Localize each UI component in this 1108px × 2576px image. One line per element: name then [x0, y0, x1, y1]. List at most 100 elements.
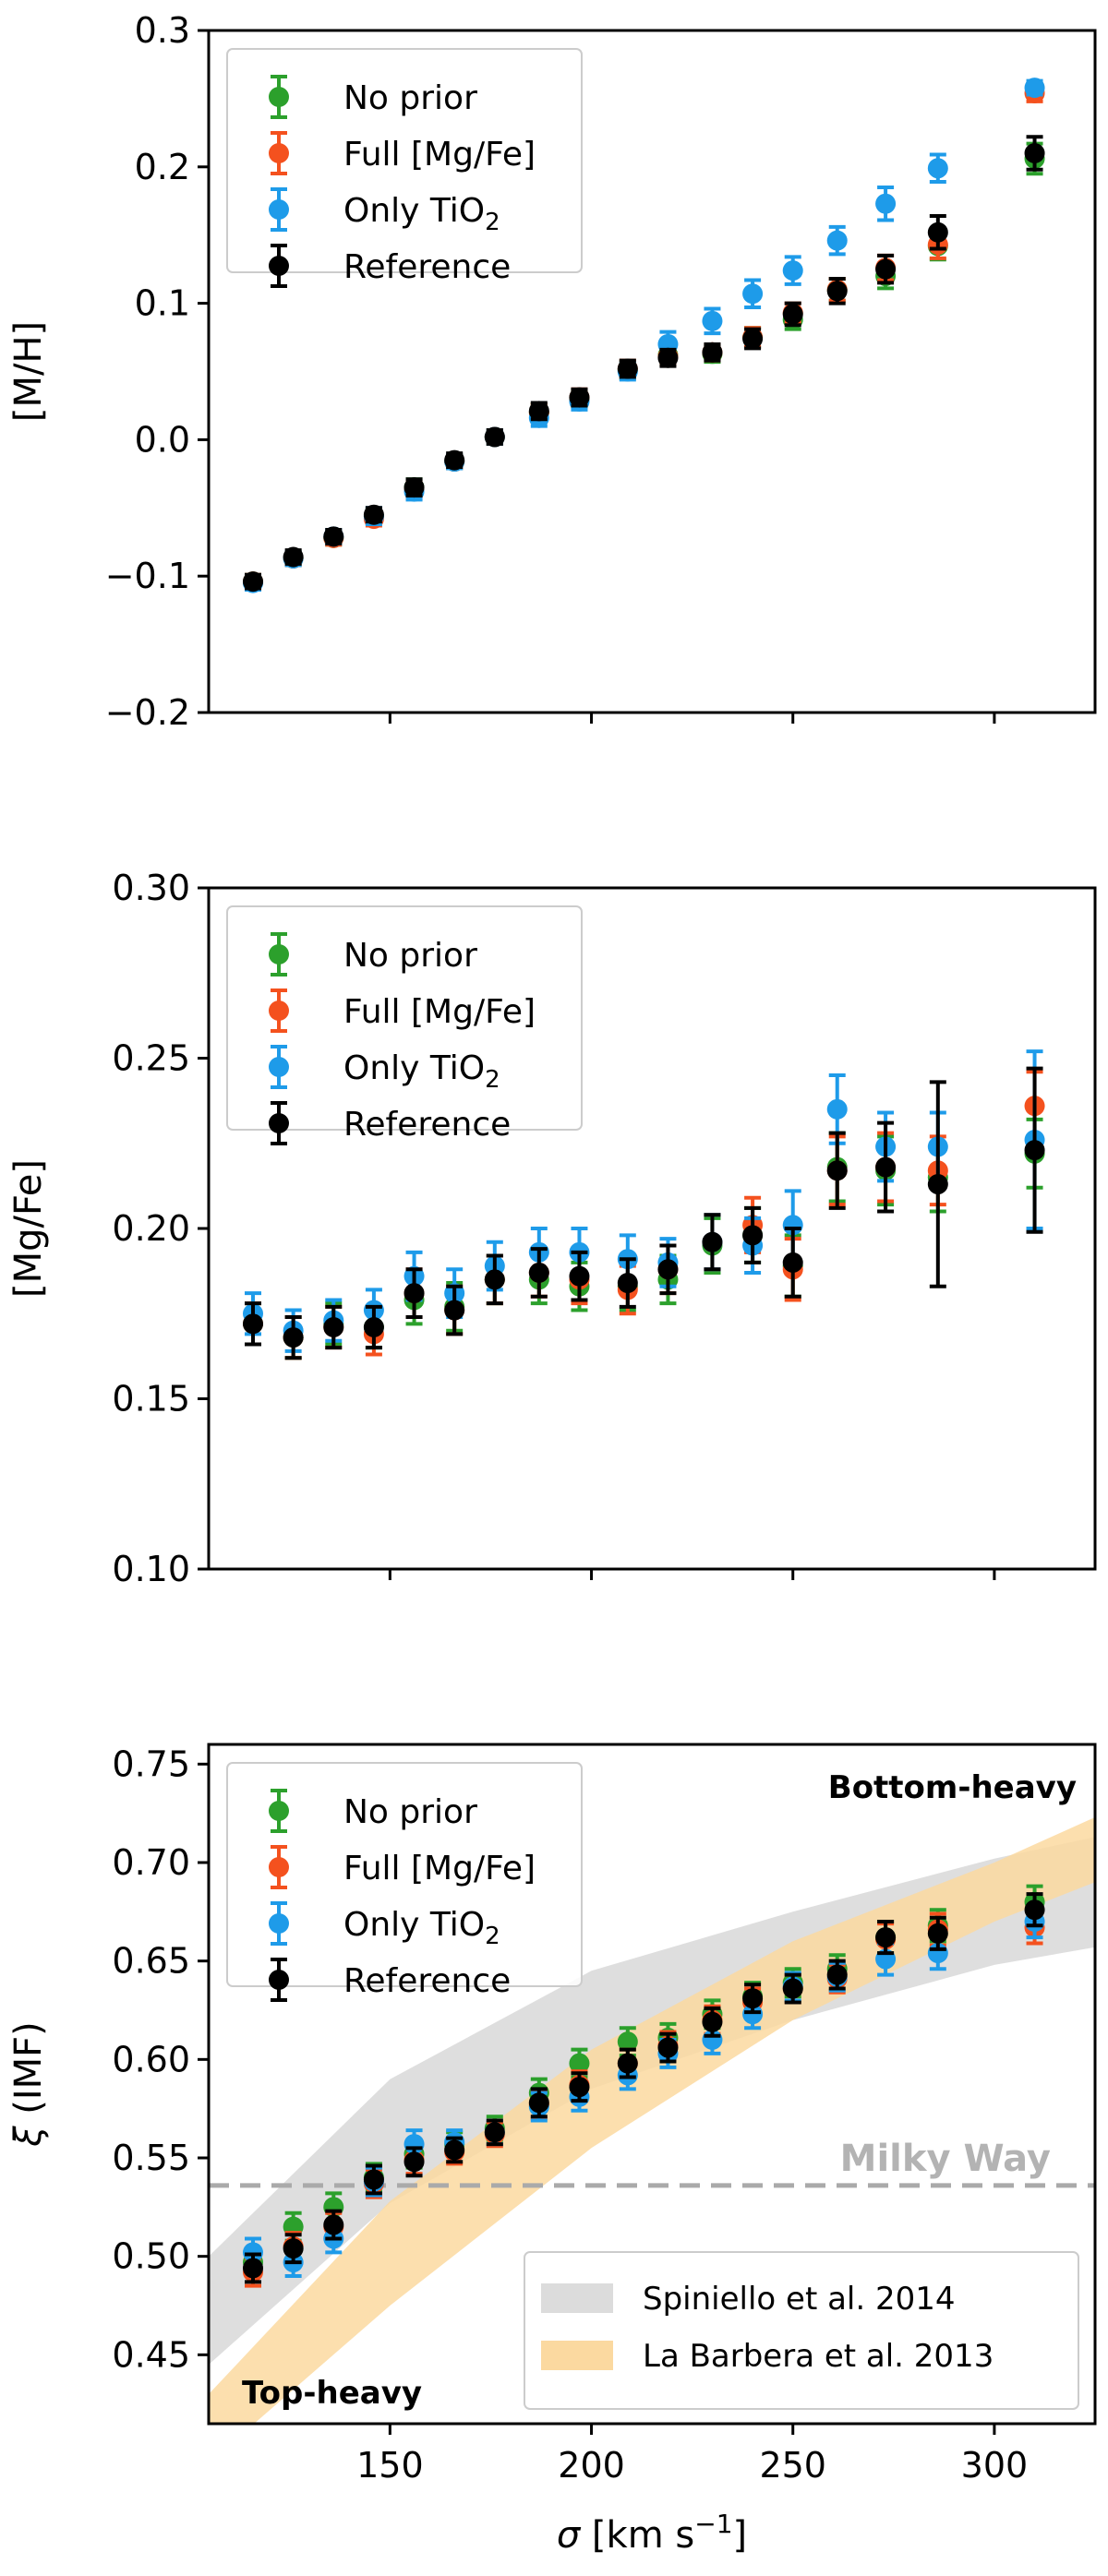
point-only_tio2 [875, 193, 897, 214]
point-reference [826, 1964, 848, 1985]
x-axis-label-exp: −1 [694, 2509, 732, 2539]
legend-label-full_mgfe: Full [Mg/Fe] [343, 136, 536, 174]
band-legend-swatch-labarbera_band [541, 2341, 613, 2370]
legend-box [226, 48, 583, 273]
y-axis-label: [M/H] [7, 321, 50, 422]
legend-label-subscript: 2 [485, 209, 500, 236]
y-tick-label: 0.65 [112, 1941, 190, 1982]
legend-label-full_mgfe: Full [Mg/Fe] [343, 993, 536, 1031]
legend-marker-only_tio2 [269, 1913, 289, 1934]
legend-label-text: Full [Mg/Fe] [343, 1850, 536, 1887]
point-reference [657, 1259, 679, 1280]
legend-label-text: Reference [343, 1106, 511, 1144]
point-reference [444, 449, 465, 471]
point-reference [484, 2122, 505, 2143]
y-axis-label-xi: ξ [7, 2126, 50, 2148]
point-reference [283, 1327, 304, 1348]
y-tick-label: 0.75 [112, 1743, 190, 1784]
point-reference [283, 546, 304, 568]
legend-label-text: Full [Mg/Fe] [343, 993, 536, 1031]
point-reference [742, 1988, 764, 2009]
point-reference [484, 426, 505, 448]
legend-label-reference: Reference [343, 1106, 511, 1144]
point-reference [444, 2139, 465, 2161]
x-tick-label: 150 [356, 2445, 424, 2486]
legend-box [226, 1762, 583, 1987]
x-axis-label-rest: [km s [580, 2514, 694, 2557]
band-legend-swatch-spiniello_band [541, 2283, 613, 2313]
point-only_tio2 [927, 158, 948, 179]
legend-marker-only_tio2 [269, 1057, 289, 1077]
y-tick-label: 0.0 [135, 419, 190, 460]
point-reference [243, 571, 263, 593]
point-reference [657, 2037, 679, 2058]
point-reference [875, 1927, 897, 1948]
annotation-top-heavy: Top-heavy [242, 2375, 422, 2412]
y-tick-label: 0.15 [112, 1379, 190, 1420]
legend-marker-no_prior [269, 944, 289, 965]
x-axis-label-close: ] [733, 2514, 748, 2557]
legend-label-full_mgfe: Full [Mg/Fe] [343, 1850, 536, 1887]
point-reference [875, 258, 897, 280]
point-only_tio2 [1024, 78, 1045, 99]
point-only_tio2 [826, 1098, 848, 1120]
point-reference [617, 358, 638, 379]
point-reference [826, 281, 848, 302]
y-axis-label: [Mg/Fe] [7, 1159, 50, 1298]
legend-box [226, 905, 583, 1131]
point-reference [782, 1978, 803, 1999]
series-reference [243, 135, 1045, 593]
y-tick-label: 0.45 [112, 2334, 190, 2375]
legend-label-text: Full [Mg/Fe] [343, 136, 536, 174]
panel-mh: −0.2 −0.1 0.0 0.1 0.2 0.3 [M/H] No prior Full [M… [7, 10, 1097, 733]
plot-area [209, 1816, 1095, 2424]
x-tick-label: 200 [558, 2445, 625, 2486]
y-tick-label: 0.3 [135, 10, 190, 51]
band-legend-box [524, 2251, 1079, 2410]
legend-marker-only_tio2 [269, 199, 289, 220]
point-reference [484, 1269, 505, 1290]
legend-label-text: No prior [343, 1793, 477, 1831]
legend-label-no_prior: No prior [343, 937, 477, 975]
point-reference [927, 1923, 948, 1944]
point-reference [528, 2092, 549, 2114]
legend-marker-reference [269, 256, 289, 276]
point-no_prior [617, 2031, 638, 2053]
point-reference [702, 341, 723, 363]
point-reference [1024, 143, 1045, 164]
point-only_tio2 [826, 230, 848, 251]
legend-label-only_tio2: Only TiO2 [343, 1049, 500, 1094]
legend-label-text: Reference [343, 1962, 511, 2000]
point-reference [657, 347, 679, 368]
point-reference [569, 1265, 590, 1287]
point-reference [875, 1156, 897, 1178]
point-reference [363, 2169, 384, 2190]
legend-label-subscript: 2 [485, 1923, 500, 1950]
panel-mgfe: 0.10 0.15 0.20 0.25 0.30 [Mg/Fe] No prior Full … [7, 868, 1097, 1589]
legend-label-only_tio2: Only TiO2 [343, 1906, 500, 1950]
plot-area [243, 1049, 1045, 1360]
point-reference [1024, 1140, 1045, 1161]
legend-marker-full_mgfe [269, 1000, 289, 1021]
point-reference [782, 1252, 803, 1273]
point-reference [1024, 1899, 1045, 1921]
legend-marker-no_prior [269, 1801, 289, 1821]
point-reference [403, 2151, 425, 2173]
legend-marker-full_mgfe [269, 1857, 289, 1877]
legend-label-text: No prior [343, 79, 477, 117]
y-tick-label: 0.20 [112, 1208, 190, 1249]
y-tick-label: 0.60 [112, 2039, 190, 2079]
legend-label-reference: Reference [343, 1962, 511, 2000]
band-labarbera_band [209, 1816, 1095, 2424]
legend-marker-full_mgfe [269, 143, 289, 163]
legend-label-only_tio2: Only TiO2 [343, 192, 500, 236]
y-tick-label: 0.70 [112, 1842, 190, 1883]
y-tick-label: 0.50 [112, 2236, 190, 2277]
axes-frame [207, 1743, 1097, 2426]
band-legend-label-spiniello_band: Spiniello et al. 2014 [643, 2281, 956, 2318]
point-only_tio2 [742, 2004, 764, 2025]
legend-label-text: No prior [343, 937, 477, 975]
y-tick-label: 0.55 [112, 2138, 190, 2178]
annotation-milky-way: Milky Way [840, 2138, 1051, 2180]
